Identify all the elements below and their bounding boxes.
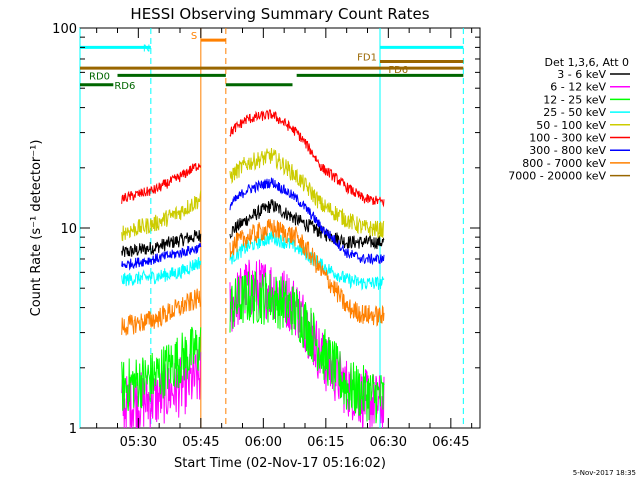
legend-label: 25 - 50 keV — [543, 106, 606, 119]
flag-label: RD0 — [89, 71, 110, 82]
legend-label: 3 - 6 keV — [557, 68, 606, 81]
y-tick-label: 1 — [69, 422, 77, 437]
series-line — [121, 326, 202, 411]
flag-label: FD6 — [388, 65, 408, 76]
x-tick-label: 05:45 — [182, 435, 219, 450]
legend-label: 12 - 25 keV — [543, 93, 606, 106]
legend-label: 800 - 7000 keV — [522, 157, 606, 170]
series-line — [229, 218, 385, 327]
x-tick-label: 06:15 — [307, 435, 344, 450]
flag-label: FD1 — [357, 52, 377, 63]
series-line — [121, 242, 202, 271]
legend-header: Det 1,3,6, Att 0 — [545, 56, 629, 69]
axes: 1 10 100 05:30 05:45 06:00 06:15 06:30 06:45 — [52, 22, 480, 450]
legend-label: 6 - 12 keV — [550, 81, 606, 94]
series-line — [121, 190, 202, 242]
footer-timestamp: 5-Nov-2017 18:35 — [573, 469, 636, 477]
x-axis-label: Start Time (02-Nov-17 05:16:02) — [174, 456, 386, 471]
series-group — [121, 109, 385, 429]
x-tick-label: 06:30 — [370, 435, 407, 450]
series-line — [121, 163, 202, 204]
legend-label: 50 - 100 keV — [536, 119, 606, 132]
legend-label: 7000 - 20000 keV — [508, 170, 606, 183]
series-line — [121, 288, 202, 336]
y-tick-label: 10 — [60, 222, 77, 237]
x-tick-label: 06:45 — [432, 435, 469, 450]
series-line — [229, 109, 385, 208]
y-tick-label: 100 — [52, 22, 77, 37]
legend-label: 300 - 800 keV — [529, 144, 606, 157]
chart-title: HESSI Observing Summary Count Rates — [130, 5, 429, 23]
flag-bars: N S FD1 FD6 RD0 RD6 — [80, 31, 464, 92]
flag-label: S — [191, 31, 197, 42]
y-axis-label: Count Rate (s⁻¹ detector⁻¹) — [29, 140, 44, 317]
flag-label: RD6 — [114, 81, 135, 92]
x-tick-label: 06:00 — [245, 435, 282, 450]
series-line — [229, 177, 385, 266]
series-line — [121, 256, 202, 287]
series-line — [121, 230, 202, 258]
series-line — [229, 270, 385, 424]
series-line — [229, 199, 385, 250]
series-line — [229, 147, 385, 239]
flag-label: N — [143, 43, 150, 54]
x-tick-label: 05:30 — [120, 435, 157, 450]
legend-label: 100 - 300 keV — [529, 132, 606, 145]
